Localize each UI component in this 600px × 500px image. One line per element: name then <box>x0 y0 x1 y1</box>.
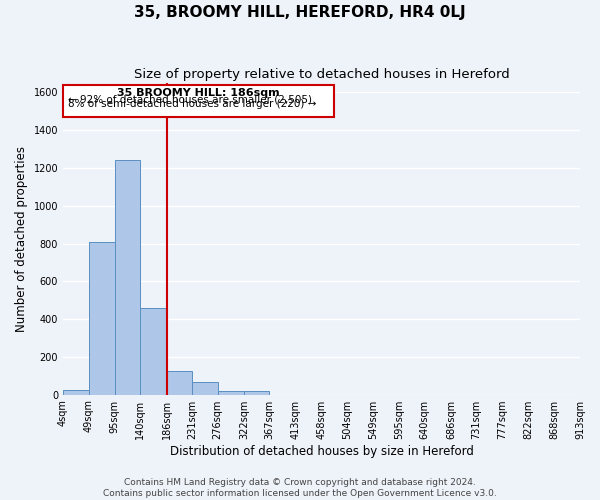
Bar <box>167 371 192 394</box>
Bar <box>192 382 218 394</box>
Bar <box>115 160 140 394</box>
Y-axis label: Number of detached properties: Number of detached properties <box>15 146 28 332</box>
Text: Contains HM Land Registry data © Crown copyright and database right 2024.
Contai: Contains HM Land Registry data © Crown c… <box>103 478 497 498</box>
Bar <box>244 391 269 394</box>
Bar <box>89 242 115 394</box>
Text: 8% of semi-detached houses are larger (220) →: 8% of semi-detached houses are larger (2… <box>68 99 316 109</box>
Text: ← 92% of detached houses are smaller (2,505): ← 92% of detached houses are smaller (2,… <box>68 94 311 104</box>
X-axis label: Distribution of detached houses by size in Hereford: Distribution of detached houses by size … <box>170 444 473 458</box>
Bar <box>63 390 89 394</box>
Bar <box>218 391 244 394</box>
Text: 35 BROOMY HILL: 186sqm: 35 BROOMY HILL: 186sqm <box>117 88 280 99</box>
FancyBboxPatch shape <box>63 85 334 117</box>
Text: 35, BROOMY HILL, HEREFORD, HR4 0LJ: 35, BROOMY HILL, HEREFORD, HR4 0LJ <box>134 5 466 20</box>
Bar <box>140 308 167 394</box>
Title: Size of property relative to detached houses in Hereford: Size of property relative to detached ho… <box>134 68 509 80</box>
